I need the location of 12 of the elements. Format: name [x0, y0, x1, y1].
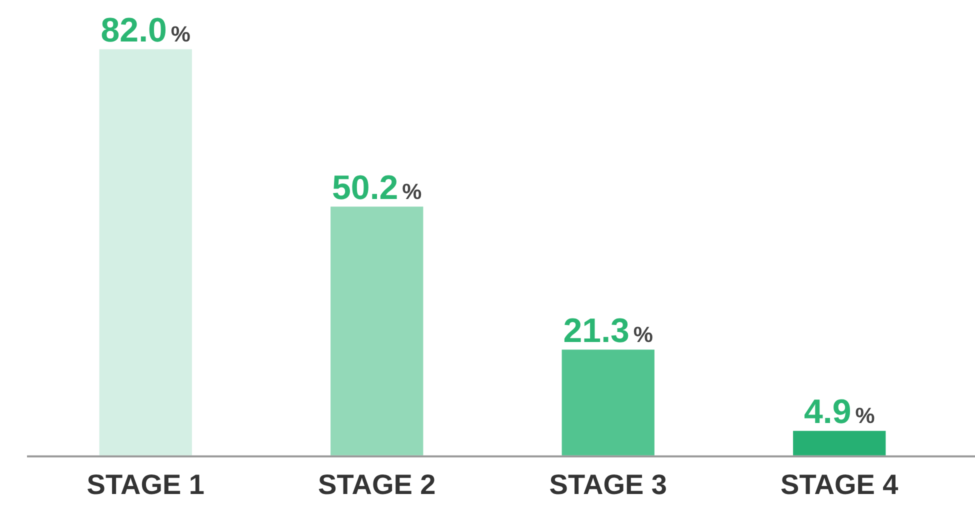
- data-label: 21.3%: [563, 312, 653, 350]
- bar: [330, 206, 424, 456]
- x-tick-label: STAGE 4: [780, 468, 899, 500]
- data-label: 82.0%: [100, 12, 190, 50]
- bar: [99, 49, 192, 456]
- data-label: 4.9%: [804, 393, 875, 432]
- x-tick-label: STAGE 3: [549, 468, 667, 500]
- bar: [793, 430, 886, 456]
- x-tick-label: STAGE 2: [318, 468, 436, 500]
- bar: [562, 350, 654, 456]
- data-label: 50.2%: [332, 168, 422, 207]
- x-tick-label: STAGE 1: [86, 468, 204, 500]
